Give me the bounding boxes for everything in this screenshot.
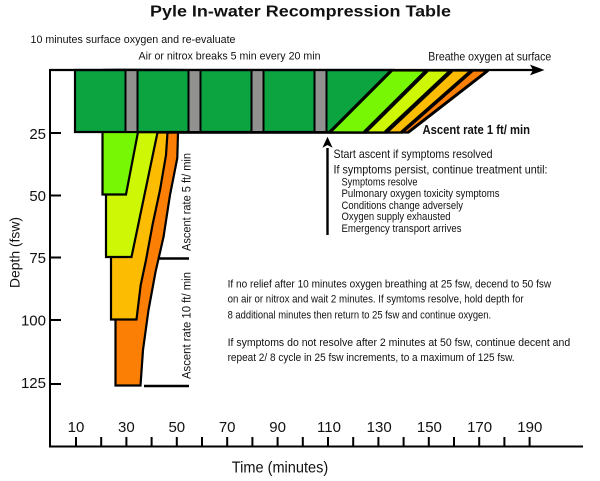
svg-text:If no relief after 10 minutes: If no relief after 10 minutes oxygen bre… xyxy=(228,279,552,291)
svg-text:50: 50 xyxy=(168,419,185,436)
svg-text:Ascent rate 5 ft/ min: Ascent rate 5 ft/ min xyxy=(182,153,194,251)
svg-text:10 minutes surface oxygen and: 10 minutes surface oxygen and re-evaluat… xyxy=(31,34,236,46)
svg-text:Oxygen supply exhausted: Oxygen supply exhausted xyxy=(342,211,451,223)
svg-text:repeat 2/ 8 cycle in 25 fsw in: repeat 2/ 8 cycle in 25 fsw increments, … xyxy=(228,352,515,364)
svg-text:Air or nitrox breaks 5 min eve: Air or nitrox breaks 5 min every 20 min xyxy=(139,51,321,63)
svg-text:125: 125 xyxy=(21,375,46,392)
svg-text:If symptoms persist, continue: If symptoms persist, continue treatment … xyxy=(334,163,548,177)
svg-text:Depth (fsw): Depth (fsw) xyxy=(7,217,23,288)
svg-text:70: 70 xyxy=(219,419,236,436)
svg-text:190: 190 xyxy=(517,419,542,436)
svg-text:Start ascent if symptoms resol: Start ascent if symptoms resolved xyxy=(334,147,493,161)
svg-text:130: 130 xyxy=(367,419,392,436)
svg-text:75: 75 xyxy=(29,250,46,267)
svg-text:150: 150 xyxy=(417,419,442,436)
svg-text:If symptoms do not resolve aft: If symptoms do not resolve after 2 minut… xyxy=(228,337,571,349)
svg-text:25: 25 xyxy=(29,126,46,143)
svg-text:Emergency transport arrives: Emergency transport arrives xyxy=(342,223,462,235)
svg-text:Symptoms resolve: Symptoms resolve xyxy=(342,177,418,189)
svg-text:50: 50 xyxy=(29,188,46,205)
svg-text:10: 10 xyxy=(68,419,85,436)
svg-text:110: 110 xyxy=(317,419,341,436)
svg-text:Time (minutes): Time (minutes) xyxy=(232,460,329,477)
svg-text:90: 90 xyxy=(269,419,286,436)
svg-text:8 additional minutes then retu: 8 additional minutes then return to 25 f… xyxy=(228,310,492,322)
svg-text:Ascent rate 1 ft/ min: Ascent rate 1 ft/ min xyxy=(423,122,531,137)
svg-text:100: 100 xyxy=(21,313,46,330)
svg-text:Conditions change adversely: Conditions change adversely xyxy=(342,200,464,212)
svg-text:30: 30 xyxy=(118,419,135,436)
svg-text:Breathe oxygen at surface: Breathe oxygen at surface xyxy=(428,50,551,64)
svg-text:Pyle In-water Recompression Ta: Pyle In-water Recompression Table xyxy=(150,4,451,21)
svg-text:Pulmonary oxygen toxicity symp: Pulmonary oxygen toxicity symptoms xyxy=(342,188,500,200)
svg-text:170: 170 xyxy=(467,419,492,436)
svg-text:on air or nitrox and wait 2 mi: on air or nitrox and wait 2 minutes. If … xyxy=(228,294,524,306)
svg-text:Ascent rate 10 ft/ min: Ascent rate 10 ft/ min xyxy=(182,272,194,379)
